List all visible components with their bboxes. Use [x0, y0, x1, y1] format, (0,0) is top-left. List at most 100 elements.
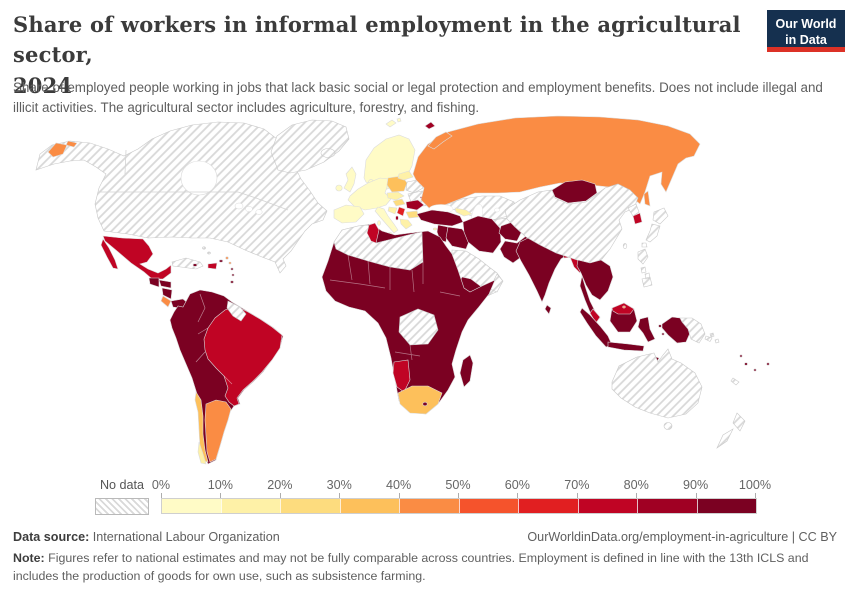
map-region-iberia[interactable]	[333, 204, 365, 224]
map-region-mexico[interactable]	[100, 235, 172, 280]
map-region-bahamas[interactable]	[207, 251, 211, 255]
legend-segment[interactable]	[577, 499, 637, 513]
map-region-chile-south[interactable]	[197, 441, 207, 465]
map-region-fiji[interactable]	[753, 368, 757, 372]
map-region-honduras[interactable]	[158, 279, 172, 289]
legend-tick-mark	[279, 493, 281, 498]
map-region-dr-congo[interactable]	[398, 308, 439, 346]
map-region-oman[interactable]	[489, 273, 504, 293]
map-region-java[interactable]	[607, 341, 645, 352]
map-region-argentina[interactable]	[204, 399, 232, 463]
map-region-fiji[interactable]	[766, 362, 770, 366]
map-region-borneo-north[interactable]	[611, 302, 635, 315]
map-region-south-korea[interactable]	[632, 212, 643, 225]
map-region-new-zealand[interactable]	[716, 412, 746, 449]
map-region-czech-slovakia[interactable]	[386, 191, 405, 201]
legend-tick-label: 70%	[564, 478, 590, 492]
map-region-brunei[interactable]	[622, 305, 626, 309]
map-region-taiwan[interactable]	[622, 243, 628, 249]
map-region-south-africa[interactable]	[397, 385, 443, 415]
map-region-tunisia[interactable]	[366, 222, 380, 244]
legend-segment[interactable]	[637, 499, 697, 513]
map-region-antilles[interactable]	[225, 256, 229, 260]
legend-segment[interactable]	[458, 499, 518, 513]
map-region-russia[interactable]	[412, 115, 701, 210]
map-region-greece[interactable]	[399, 218, 413, 230]
map-region-guyanas[interactable]	[226, 300, 247, 322]
legend-tick-label: 30%	[326, 478, 352, 492]
map-region-albania[interactable]	[395, 215, 399, 221]
map-region-nicaragua[interactable]	[161, 287, 173, 300]
legend-segment[interactable]	[220, 499, 280, 513]
map-region-fiji[interactable]	[744, 362, 748, 366]
map-region-greenland[interactable]	[270, 119, 350, 174]
note-label: Note:	[13, 551, 45, 565]
data-source-label: Data source:	[13, 530, 90, 544]
chart-url[interactable]: OurWorldinData.org/employment-in-agricul…	[527, 530, 837, 544]
map-region-uk[interactable]	[343, 166, 357, 193]
map-region-caucasus[interactable]	[454, 207, 473, 217]
map-region-bahamas[interactable]	[202, 246, 206, 250]
map-region-brazil[interactable]	[203, 305, 283, 407]
title-line1: Share of workers in informal employment …	[13, 12, 741, 68]
map-region-hungary[interactable]	[392, 198, 406, 207]
map-region-chukotka[interactable]	[47, 140, 78, 158]
map-region-vanuatu[interactable]	[739, 354, 743, 358]
map-region-sahara-nodata[interactable]	[333, 224, 424, 271]
legend-nodata[interactable]: No data	[95, 478, 149, 515]
map-region-sardinia[interactable]	[377, 220, 381, 226]
map-region-north-korea[interactable]	[627, 203, 640, 217]
map-region-sakhalin[interactable]	[643, 190, 651, 207]
map-region-trinidad[interactable]	[230, 280, 234, 284]
map-region-antilles[interactable]	[228, 261, 232, 265]
map-region-baltics[interactable]	[397, 170, 414, 181]
map-region-costa-rica[interactable]	[160, 295, 172, 308]
map-region-cyprus[interactable]	[432, 227, 438, 231]
map-region-sulawesi[interactable]	[637, 316, 656, 343]
map-region-iran[interactable]	[462, 215, 502, 254]
map-region-italy[interactable]	[374, 206, 399, 234]
map-region-papua-new-guinea[interactable]	[679, 317, 713, 344]
map-region-philippines[interactable]	[637, 248, 653, 288]
map-region-tasmania[interactable]	[663, 422, 673, 430]
map-region-turkey[interactable]	[416, 209, 464, 227]
map-region-antilles[interactable]	[230, 267, 234, 271]
legend-segment[interactable]	[280, 499, 340, 513]
map-region-croatia-bosnia[interactable]	[387, 206, 398, 215]
map-region-guatemala[interactable]	[148, 277, 160, 288]
map-region-indochina[interactable]	[576, 259, 614, 301]
map-region-jamaica[interactable]	[192, 263, 198, 267]
map-region-puerto-rico[interactable]	[218, 259, 224, 263]
map-region-solomon-islands[interactable]	[709, 332, 720, 344]
map-region-maluku[interactable]	[658, 324, 662, 328]
legend-nodata-swatch[interactable]	[95, 498, 149, 515]
map-region-ireland[interactable]	[335, 184, 343, 192]
map-region-arctic-island[interactable]	[424, 121, 436, 130]
map-region-novaya-zemlya[interactable]	[427, 131, 453, 150]
legend-segment[interactable]	[399, 499, 459, 513]
map-region-australia[interactable]	[611, 348, 703, 419]
legend-bar[interactable]	[161, 498, 757, 514]
map-region-antilles[interactable]	[231, 273, 235, 277]
map-region-japan[interactable]	[641, 207, 669, 248]
map-region-sri-lanka[interactable]	[544, 304, 552, 315]
map-region-new-caledonia[interactable]	[730, 377, 740, 386]
map-region-hispaniola[interactable]	[207, 262, 218, 270]
map-region-lesotho[interactable]	[422, 401, 428, 407]
map-region-north-america[interactable]	[35, 121, 328, 274]
legend-segment[interactable]	[162, 499, 221, 513]
map-region-svalbard[interactable]	[385, 117, 402, 128]
legend-segment[interactable]	[339, 499, 399, 513]
owid-logo[interactable]: Our World in Data	[767, 10, 845, 52]
map-region-cuba[interactable]	[171, 257, 204, 270]
legend-segment[interactable]	[518, 499, 578, 513]
map-region-china[interactable]	[504, 183, 639, 264]
map-region-maluku[interactable]	[661, 332, 665, 336]
map-region-romania[interactable]	[405, 199, 425, 211]
map-region-iceland[interactable]	[320, 148, 336, 158]
world-map[interactable]	[0, 112, 850, 472]
map-region-serbia[interactable]	[396, 206, 406, 217]
map-region-mongolia[interactable]	[551, 179, 598, 204]
map-region-madagascar[interactable]	[459, 354, 474, 388]
legend-segment[interactable]	[696, 499, 756, 513]
